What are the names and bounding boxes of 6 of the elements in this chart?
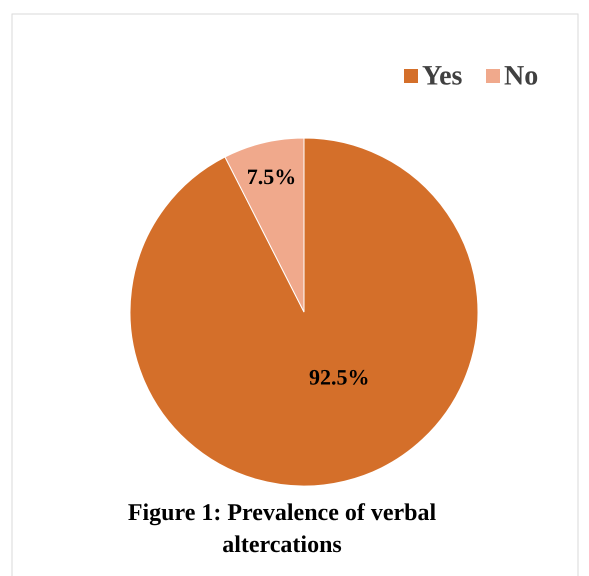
data-label: 92.5% — [309, 364, 370, 390]
pie-slice — [130, 138, 478, 486]
legend-label: Yes — [422, 60, 463, 92]
text: Figure 1: Prevalence of verbal altercations — [128, 500, 437, 558]
legend-label: No — [504, 60, 538, 92]
data-label: 7.5% — [246, 164, 296, 190]
